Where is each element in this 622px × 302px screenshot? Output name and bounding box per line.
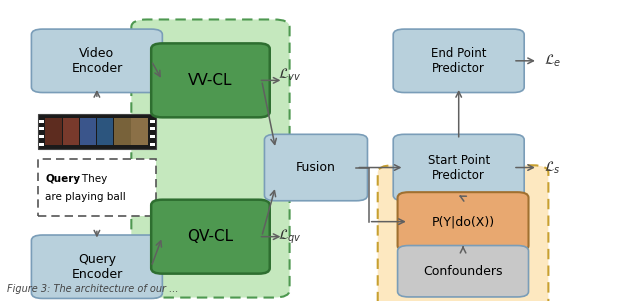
Text: $\mathcal{L}_{s}$: $\mathcal{L}_{s}$ — [544, 159, 560, 176]
FancyBboxPatch shape — [32, 235, 162, 298]
FancyBboxPatch shape — [264, 134, 368, 201]
FancyBboxPatch shape — [397, 246, 529, 297]
FancyBboxPatch shape — [32, 29, 162, 92]
Text: : They: : They — [75, 174, 108, 184]
Text: Fusion: Fusion — [296, 161, 336, 174]
FancyBboxPatch shape — [393, 29, 524, 92]
Bar — [39, 120, 44, 123]
Text: $\mathcal{L}_{e}$: $\mathcal{L}_{e}$ — [544, 53, 561, 69]
Text: $\mathcal{L}_{vv}$: $\mathcal{L}_{vv}$ — [278, 66, 302, 82]
Bar — [114, 118, 131, 145]
Text: Figure 3: The architecture of our ...: Figure 3: The architecture of our ... — [7, 284, 179, 294]
Text: VV-CL: VV-CL — [188, 73, 233, 88]
Text: $\mathcal{L}_{qv}$: $\mathcal{L}_{qv}$ — [278, 227, 302, 246]
Bar — [151, 127, 155, 130]
Text: Query
Encoder: Query Encoder — [72, 253, 123, 281]
Bar — [39, 127, 44, 130]
FancyBboxPatch shape — [151, 43, 270, 117]
FancyBboxPatch shape — [38, 114, 156, 149]
Bar — [97, 118, 113, 145]
Text: P(Y|do(X)): P(Y|do(X)) — [432, 215, 494, 228]
Bar — [151, 135, 155, 138]
Bar — [151, 120, 155, 123]
FancyBboxPatch shape — [397, 192, 529, 251]
Bar — [39, 143, 44, 146]
Bar — [45, 118, 62, 145]
FancyBboxPatch shape — [393, 134, 524, 201]
Text: QV-CL: QV-CL — [187, 229, 233, 244]
Text: Start Point
Predictor: Start Point Predictor — [427, 153, 490, 182]
Bar — [131, 118, 148, 145]
Bar — [80, 118, 96, 145]
Bar — [151, 143, 155, 146]
Text: Confounders: Confounders — [424, 265, 503, 278]
FancyBboxPatch shape — [378, 165, 549, 302]
Text: End Point
Predictor: End Point Predictor — [431, 47, 486, 75]
Text: Query: Query — [45, 174, 80, 184]
Bar — [63, 118, 79, 145]
Text: are playing ball: are playing ball — [45, 192, 126, 202]
FancyBboxPatch shape — [131, 20, 290, 297]
FancyBboxPatch shape — [151, 200, 270, 274]
Text: Video
Encoder: Video Encoder — [72, 47, 123, 75]
Bar — [39, 135, 44, 138]
FancyBboxPatch shape — [38, 159, 156, 216]
